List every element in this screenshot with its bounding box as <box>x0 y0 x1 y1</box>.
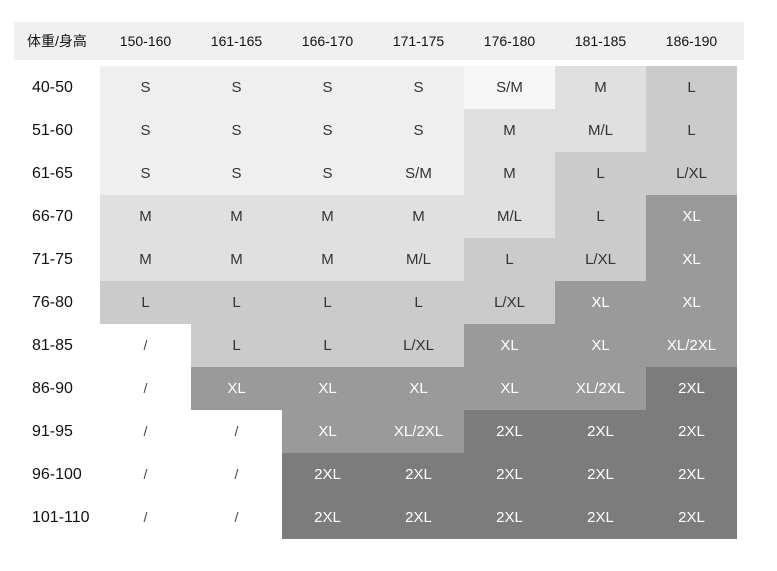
size-cell: S <box>100 152 191 195</box>
size-cell: S <box>191 152 282 195</box>
size-cell: XL <box>191 367 282 410</box>
size-cell: / <box>100 453 191 496</box>
column-header: 181-185 <box>574 33 627 49</box>
row-label: 61-65 <box>32 165 73 182</box>
size-cell: S <box>191 109 282 152</box>
size-cell: / <box>191 410 282 453</box>
column-header: 186-190 <box>665 33 718 49</box>
size-cell: L <box>100 281 191 324</box>
size-cell: L/XL <box>464 281 555 324</box>
size-cell: M <box>100 238 191 281</box>
size-cell: L <box>282 281 373 324</box>
column-header: 166-170 <box>301 33 354 49</box>
size-chart: 体重/身高 150-160 161-165 166-170 171-175 176-18… <box>14 22 744 539</box>
size-cell: M/L <box>464 195 555 238</box>
row-label: 76-80 <box>32 294 73 311</box>
size-cell: 2XL <box>282 496 373 539</box>
row-label: 96-100 <box>32 466 82 483</box>
size-cell: XL/2XL <box>555 367 646 410</box>
size-cell: / <box>100 367 191 410</box>
size-cell: S <box>282 109 373 152</box>
size-cell: M/L <box>373 238 464 281</box>
size-cell: 2XL <box>373 496 464 539</box>
size-cell: XL <box>555 281 646 324</box>
size-cell: S <box>282 66 373 109</box>
size-cell: XL <box>646 238 737 281</box>
size-cell: XL <box>282 410 373 453</box>
column-header: 150-160 <box>119 33 172 49</box>
size-cell: L/XL <box>373 324 464 367</box>
corner-label: 体重/身高 <box>27 33 87 49</box>
size-cell: M <box>555 66 646 109</box>
size-cell: M <box>282 195 373 238</box>
size-cell: M <box>464 109 555 152</box>
size-cell: XL <box>373 367 464 410</box>
size-cell: 2XL <box>646 367 737 410</box>
size-cell: XL/2XL <box>373 410 464 453</box>
size-cell: L <box>373 281 464 324</box>
size-cell: S <box>282 152 373 195</box>
size-cell: L <box>646 66 737 109</box>
size-cell: S/M <box>464 66 555 109</box>
size-cell: L <box>464 238 555 281</box>
column-header: 176-180 <box>483 33 536 49</box>
size-cell: S/M <box>373 152 464 195</box>
size-cell: / <box>100 496 191 539</box>
size-cell: S <box>100 66 191 109</box>
size-cell: 2XL <box>646 453 737 496</box>
size-cell: M <box>191 195 282 238</box>
size-cell: 2XL <box>646 496 737 539</box>
size-cell: 2XL <box>464 496 555 539</box>
size-cell: S <box>191 66 282 109</box>
size-cell: L/XL <box>646 152 737 195</box>
size-cell: 2XL <box>373 453 464 496</box>
row-label: 40-50 <box>32 79 73 96</box>
size-chart-header <box>14 22 744 60</box>
size-cell: M <box>100 195 191 238</box>
size-cell: / <box>100 324 191 367</box>
column-header: 171-175 <box>392 33 445 49</box>
size-cell: XL <box>464 324 555 367</box>
size-cell: S <box>373 109 464 152</box>
size-cell: / <box>191 496 282 539</box>
size-cell: XL <box>646 281 737 324</box>
size-cell: L <box>191 281 282 324</box>
row-label: 101-110 <box>32 509 90 526</box>
size-cell: L <box>646 109 737 152</box>
size-cell: 2XL <box>555 496 646 539</box>
size-cell: 2XL <box>464 410 555 453</box>
size-cell: M <box>191 238 282 281</box>
size-cell: 2XL <box>555 410 646 453</box>
row-label: 51-60 <box>32 122 73 139</box>
size-cell: S <box>100 109 191 152</box>
size-cell: M <box>464 152 555 195</box>
size-cell: XL <box>555 324 646 367</box>
size-cell: S <box>373 66 464 109</box>
size-cell: L <box>191 324 282 367</box>
size-cell: / <box>191 453 282 496</box>
size-cell: 2XL <box>464 453 555 496</box>
size-cell: / <box>100 410 191 453</box>
row-label: 86-90 <box>32 380 73 397</box>
size-cell: XL <box>646 195 737 238</box>
row-label: 81-85 <box>32 337 73 354</box>
column-header: 161-165 <box>210 33 263 49</box>
size-cell: M <box>373 195 464 238</box>
size-cell: L/XL <box>555 238 646 281</box>
size-cell: L <box>555 195 646 238</box>
row-label: 91-95 <box>32 423 73 440</box>
row-label: 71-75 <box>32 251 73 268</box>
size-cell: XL/2XL <box>646 324 737 367</box>
size-cell: 2XL <box>646 410 737 453</box>
row-label: 66-70 <box>32 208 73 225</box>
size-cell: L <box>555 152 646 195</box>
size-cell: XL <box>282 367 373 410</box>
size-cell: M <box>282 238 373 281</box>
size-cell: M/L <box>555 109 646 152</box>
size-cell: L <box>282 324 373 367</box>
size-cell: 2XL <box>282 453 373 496</box>
size-cell: XL <box>464 367 555 410</box>
size-cell: 2XL <box>555 453 646 496</box>
